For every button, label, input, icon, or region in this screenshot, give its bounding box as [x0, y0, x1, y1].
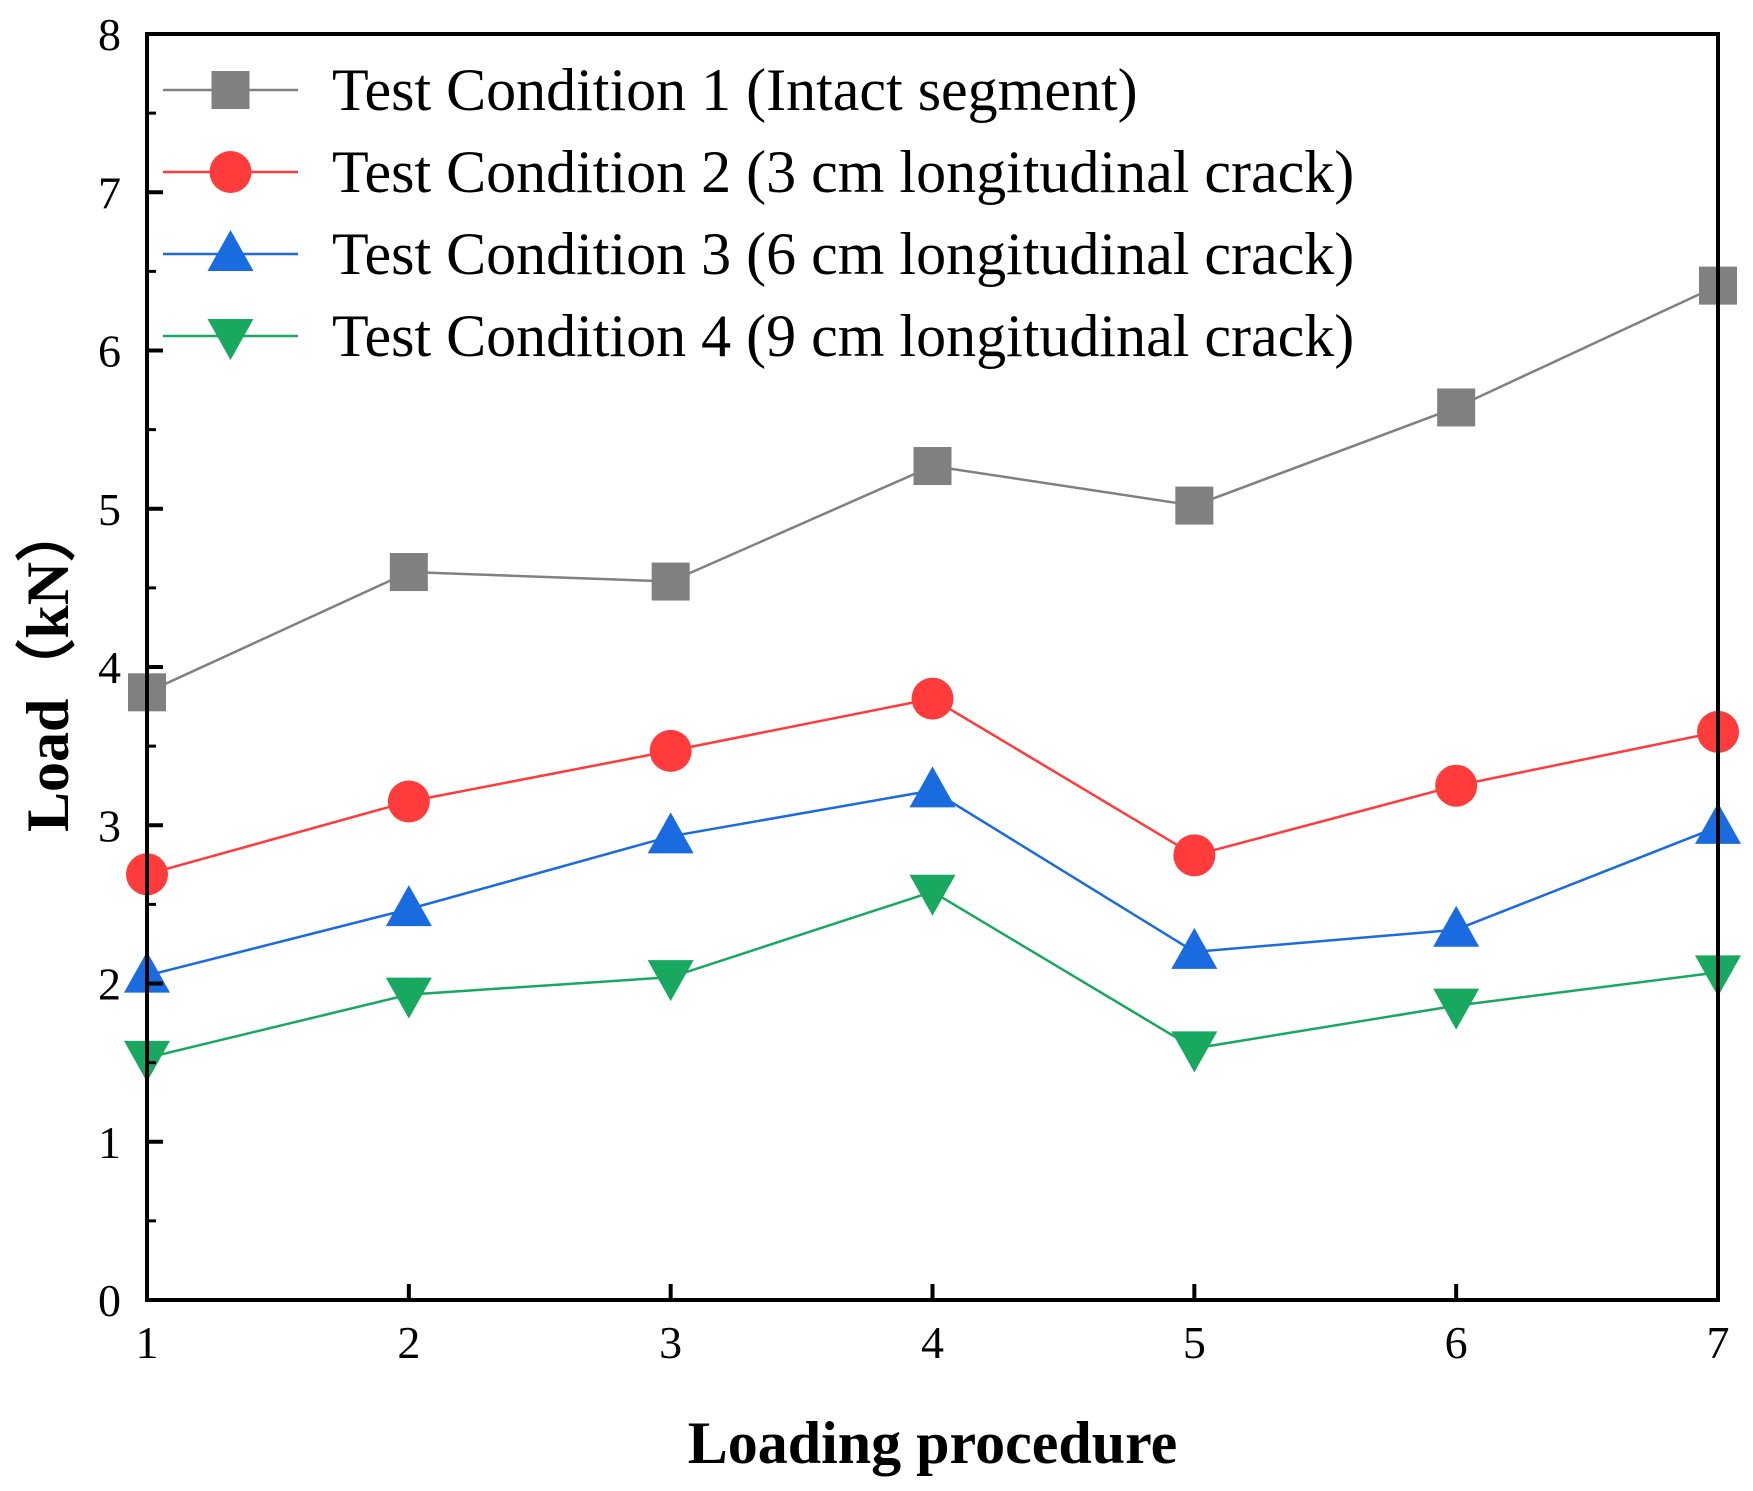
- legend-item-4: Test Condition 4 (9 cm longitudinal crac…: [163, 303, 1354, 369]
- x-axis-title: Loading procedure: [688, 1410, 1178, 1476]
- series-2-point: [911, 677, 954, 720]
- x-tick-label: 4: [921, 1317, 944, 1368]
- series-3-point: [1171, 927, 1218, 969]
- series-2-point: [1173, 834, 1216, 877]
- series-2-point: [1435, 764, 1478, 807]
- series-4-point: [1433, 988, 1480, 1030]
- legend-item-2: Test Condition 2 (3 cm longitudinal crac…: [163, 139, 1354, 205]
- series-4-point: [1171, 1031, 1218, 1073]
- series-4: [124, 874, 1741, 1082]
- legend-item-1: Test Condition 1 (Intact segment): [163, 57, 1138, 123]
- series-3-point: [647, 812, 694, 854]
- series-layer: [124, 266, 1741, 1082]
- y-tick-label: 6: [98, 326, 121, 377]
- legend-swatch-marker: [207, 230, 254, 271]
- series-4-point: [909, 874, 956, 916]
- y-tick-label: 2: [98, 959, 121, 1010]
- series-1-point: [1175, 486, 1214, 525]
- legend-swatch-marker: [209, 151, 252, 193]
- legend-item-3: Test Condition 3 (6 cm longitudinal crac…: [163, 221, 1354, 287]
- y-tick-label: 8: [98, 9, 121, 60]
- series-1-point: [913, 447, 952, 486]
- series-1-point: [651, 562, 690, 601]
- legend-label: Test Condition 2 (3 cm longitudinal crac…: [332, 139, 1354, 205]
- y-tick-label: 7: [98, 167, 121, 218]
- series-4-point: [385, 977, 432, 1019]
- y-tick-label: 4: [98, 642, 121, 693]
- series-2-point: [649, 729, 692, 772]
- y-tick-label: 3: [98, 800, 121, 851]
- legend-swatch-marker: [211, 71, 250, 109]
- legend-label: Test Condition 4 (9 cm longitudinal crac…: [332, 303, 1354, 369]
- legend: Test Condition 1 (Intact segment) Test Co…: [163, 57, 1354, 369]
- legend-label: Test Condition 1 (Intact segment): [332, 57, 1138, 123]
- series-3-point: [385, 885, 432, 927]
- x-tick-label: 2: [397, 1317, 420, 1368]
- x-tick-label: 3: [659, 1317, 682, 1368]
- y-tick-label: 0: [98, 1275, 121, 1326]
- series-2-point: [387, 780, 430, 823]
- series-3-point: [1433, 905, 1480, 947]
- series-4-point: [647, 960, 694, 1002]
- legend-swatch-marker: [207, 319, 254, 360]
- x-tick-label: 1: [136, 1317, 159, 1368]
- y-tick-label: 1: [98, 1117, 121, 1168]
- legend-label: Test Condition 3 (6 cm longitudinal crac…: [332, 221, 1354, 287]
- series-1-point: [389, 553, 428, 592]
- x-tick-label: 5: [1183, 1317, 1206, 1368]
- y-tick-label: 5: [98, 484, 121, 535]
- series-1: [128, 266, 1737, 712]
- x-tick-label: 7: [1707, 1317, 1730, 1368]
- y-axis-title: Load（kN）: [14, 502, 81, 832]
- x-tick-label: 6: [1445, 1317, 1468, 1368]
- series-3-point: [909, 766, 956, 808]
- series-1-point: [1437, 388, 1476, 427]
